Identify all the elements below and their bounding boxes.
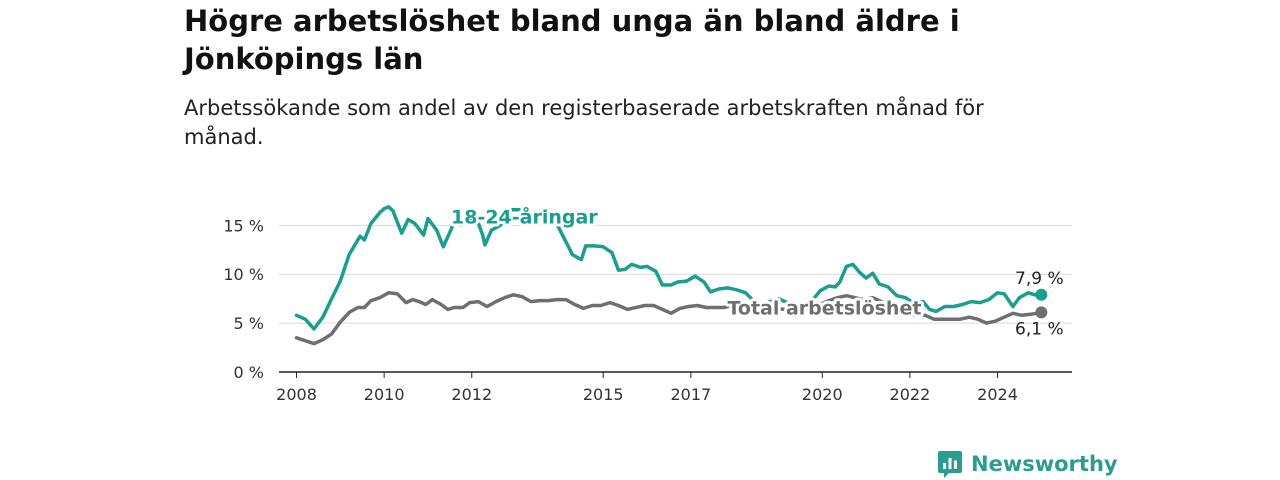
x-tick-label: 2020: [802, 385, 843, 404]
series-lines: [294, 205, 1048, 346]
y-tick-label: 15 %: [223, 216, 264, 235]
end-value-label-total: 6,1 %: [1015, 319, 1064, 339]
x-tick-label: 2015: [583, 385, 624, 404]
chart-subtitle: Arbetssökande som andel av den registerb…: [184, 96, 984, 149]
x-tick-label: 2008: [276, 385, 317, 404]
brand-name: Newsworthy: [971, 452, 1118, 476]
series-labels: 6,1 % 7,9 % 18-24-åringar Total arbetslöshe…: [448, 201, 1064, 339]
end-value-label-youth: 7,9 %: [1015, 269, 1064, 289]
end-point-youth: [1035, 288, 1048, 301]
x-tick-label: 2012: [451, 385, 492, 404]
x-tick-label: 2010: [364, 385, 405, 404]
series-label-youth: 18-24-åringar: [451, 204, 598, 228]
x-tick-label: 2017: [670, 385, 711, 404]
gridlines: 0 % 5 % 10 % 15 %: [223, 216, 1072, 382]
series-line-youth: [294, 205, 1044, 331]
end-point-total: [1035, 306, 1048, 319]
x-axis: 2008 2010 2012 2015 2017 2020 2022 2024: [276, 371, 1072, 404]
y-tick-label: 0 %: [234, 363, 264, 382]
series-label-total: Total arbetslöshet: [727, 297, 921, 319]
chart-title: Högre arbetslöshet bland unga än bland ä…: [184, 4, 960, 76]
y-tick-label: 5 %: [234, 314, 264, 333]
x-tick-label: 2022: [890, 385, 931, 404]
series-line-total: [294, 291, 1044, 346]
x-tick-label: 2024: [977, 385, 1018, 404]
y-tick-label: 10 %: [223, 265, 264, 284]
newsworthy-icon: [938, 451, 962, 478]
newsworthy-logo: Newsworthy: [937, 449, 1118, 479]
line-chart: 0 %5 %10 %15 % 2008 2010 2012 2015 2017 2020 2…: [223, 201, 1072, 404]
